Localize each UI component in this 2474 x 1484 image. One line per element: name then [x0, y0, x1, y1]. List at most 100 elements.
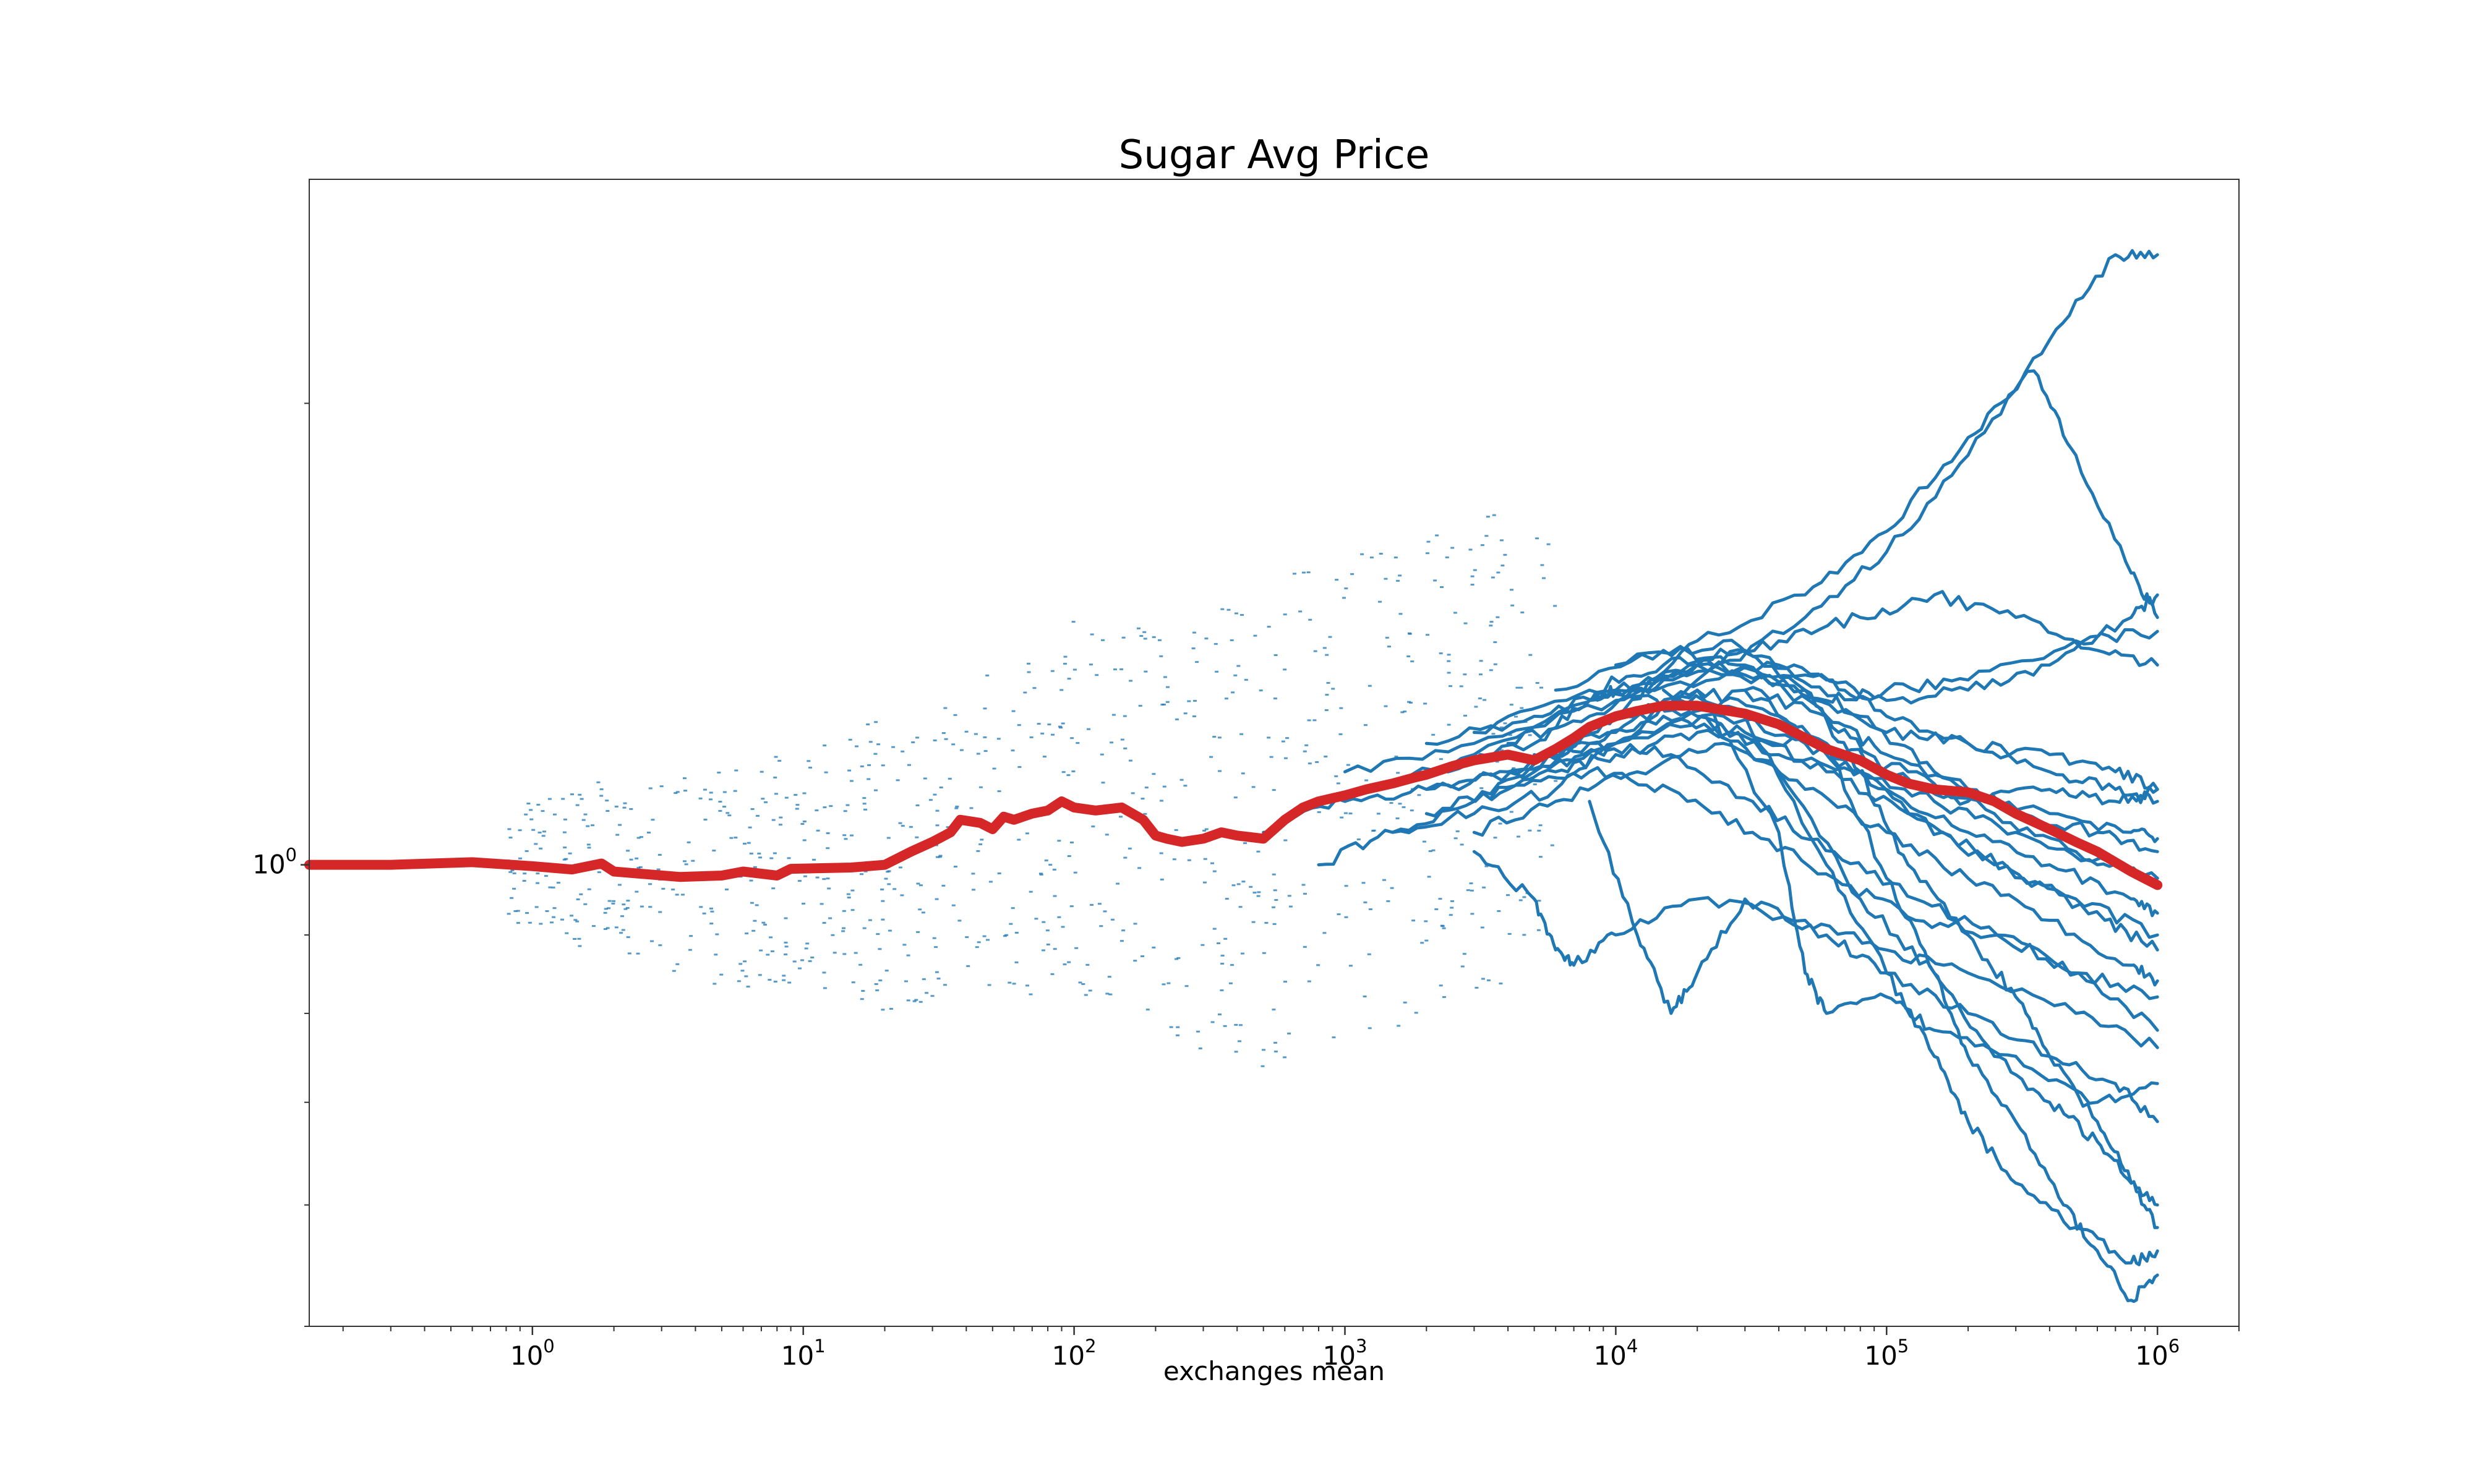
scatter-point	[898, 866, 902, 869]
scatter-point	[946, 826, 950, 829]
scatter-point	[1202, 881, 1207, 884]
scatter-point	[516, 922, 520, 924]
scatter-point	[615, 834, 620, 836]
scatter-point	[1315, 761, 1319, 763]
scatter-point	[524, 813, 528, 816]
scatter-point	[1387, 646, 1391, 648]
x-tick-label: 100	[510, 1336, 555, 1371]
scatter-point	[886, 837, 891, 839]
scatter-point	[1517, 835, 1520, 838]
scatter-point	[1316, 964, 1320, 966]
scatter-point	[855, 745, 858, 748]
scatter-point	[1423, 702, 1427, 705]
scatter-point	[1061, 771, 1066, 774]
scatter-point	[1097, 903, 1102, 905]
scatter-point	[1439, 984, 1443, 987]
scatter-point	[1520, 707, 1524, 709]
scatter-point	[1378, 600, 1382, 603]
scatter-point	[1338, 733, 1343, 735]
scatter-point	[1450, 547, 1455, 549]
scatter-point	[1230, 964, 1234, 966]
scatter-point	[577, 937, 581, 940]
scatter-point	[971, 872, 975, 875]
scatter-point	[850, 834, 854, 837]
scatter-point	[1218, 1013, 1222, 1016]
scatter-point	[1272, 906, 1275, 908]
scatter-point	[1335, 579, 1339, 581]
scatter-point	[874, 983, 878, 985]
scatter-point	[901, 750, 905, 753]
scatter-point	[1528, 654, 1533, 656]
scatter-point	[866, 723, 870, 725]
scatter-point	[580, 798, 584, 800]
scatter-point	[1424, 939, 1429, 942]
scatter-point	[1231, 691, 1235, 694]
scatter-point	[1204, 828, 1209, 830]
scatter-point	[1081, 983, 1085, 985]
scatter-point	[1463, 622, 1468, 625]
scatter-point	[957, 919, 962, 922]
scatter-point	[1425, 552, 1429, 555]
scatter-point	[953, 866, 957, 868]
scatter-point	[1536, 929, 1541, 931]
scatter-point	[939, 787, 943, 788]
scatter-point	[854, 952, 858, 954]
scatter-point	[1215, 670, 1219, 673]
scatter-point	[938, 856, 942, 858]
scatter-point	[702, 912, 706, 915]
scatter-point	[1057, 916, 1061, 918]
scatter-point	[1184, 985, 1189, 987]
scatter-point	[1047, 723, 1051, 726]
scatter-point	[943, 707, 948, 709]
scatter-point	[512, 887, 516, 890]
scatter-point	[824, 771, 828, 774]
scatter-point	[764, 801, 768, 803]
scatter-point	[777, 759, 782, 762]
scatter-point	[1283, 1056, 1287, 1059]
scatter-point	[758, 856, 763, 859]
scatter-point	[603, 911, 607, 914]
scatter-point	[1256, 895, 1261, 897]
scatter-point	[1493, 837, 1497, 839]
scatter-point	[1431, 849, 1436, 851]
scatter-point	[1008, 981, 1012, 984]
scatter-point	[797, 880, 802, 882]
scatter-point	[1393, 556, 1398, 559]
scatter-point	[1480, 926, 1484, 929]
scatter-point	[802, 839, 807, 842]
scatter-point	[1503, 553, 1507, 556]
scatter-point	[575, 920, 580, 923]
run-line-19	[1662, 688, 2159, 1266]
scatter-point	[1009, 923, 1013, 925]
scatter-point	[955, 805, 959, 808]
scatter-point	[1553, 605, 1557, 607]
scatter-point	[658, 911, 662, 913]
scatter-point	[552, 907, 557, 910]
scatter-point	[1261, 1065, 1265, 1067]
plot-frame	[309, 179, 2240, 1327]
scatter-point	[1223, 937, 1228, 940]
scatter-point	[623, 802, 627, 804]
scatter-point	[805, 942, 810, 945]
scatter-point	[782, 979, 786, 981]
scatter-point	[930, 995, 935, 997]
scatter-point	[1499, 983, 1503, 985]
scatter-point	[1045, 929, 1050, 932]
scatter-point	[1159, 800, 1163, 802]
scatter-point	[881, 918, 885, 921]
scatter-point	[1025, 984, 1029, 987]
scatter-point	[1262, 952, 1266, 954]
scatter-point	[1410, 809, 1414, 812]
scatter-point	[1142, 631, 1147, 633]
scatter-point	[1014, 932, 1019, 934]
scatter-point	[1014, 961, 1019, 963]
scatter-point	[977, 941, 981, 944]
scatter-point	[1439, 652, 1443, 655]
scatter-point	[709, 791, 713, 794]
scatter-point	[860, 998, 864, 1000]
scatter-point	[1287, 895, 1291, 897]
scatter-point	[1038, 872, 1043, 875]
scatter-point	[751, 929, 756, 932]
scatter-point	[1032, 687, 1037, 689]
scatter-point	[636, 952, 640, 955]
